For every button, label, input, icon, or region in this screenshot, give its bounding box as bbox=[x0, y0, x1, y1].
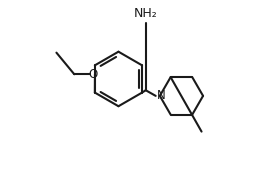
Text: N: N bbox=[156, 89, 165, 102]
Text: O: O bbox=[88, 68, 98, 81]
Text: NH₂: NH₂ bbox=[134, 7, 158, 20]
